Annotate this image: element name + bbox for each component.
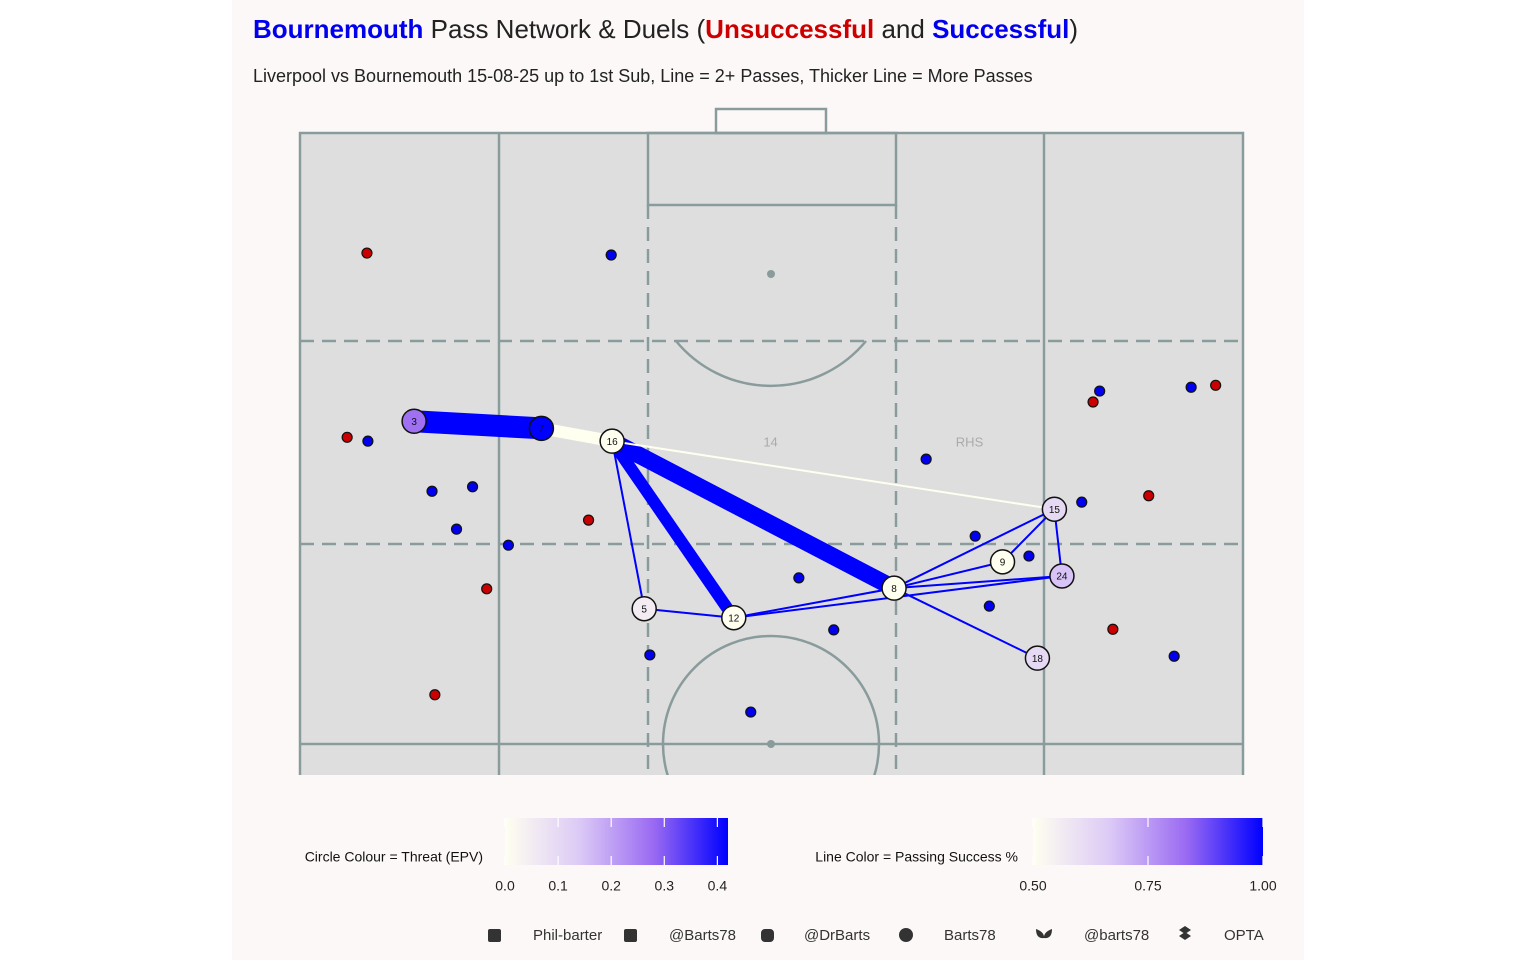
legend-title: Circle Colour = Threat (EPV) bbox=[305, 849, 483, 865]
duel-point bbox=[1094, 385, 1106, 397]
player-label: 5 bbox=[641, 604, 647, 615]
title-successful: Successful bbox=[932, 14, 1069, 44]
duel-point bbox=[582, 514, 595, 526]
player-node bbox=[1024, 645, 1051, 671]
title-unsuccessful: Unsuccessful bbox=[705, 14, 874, 44]
player-node bbox=[599, 428, 625, 454]
pass-line bbox=[894, 574, 1063, 590]
legend-tick-label: 0.2 bbox=[601, 878, 621, 894]
duel-point bbox=[983, 600, 995, 612]
player-node bbox=[528, 415, 555, 442]
player-label: 9 bbox=[1000, 557, 1006, 568]
legend-tick-label: 0.1 bbox=[548, 878, 568, 894]
player-label: 8 bbox=[891, 584, 897, 595]
player-label: 18 bbox=[1032, 654, 1044, 665]
legend-tick-label: 0.3 bbox=[655, 878, 675, 894]
pass-line bbox=[413, 410, 543, 440]
duel-point bbox=[969, 530, 981, 542]
duel-point bbox=[1107, 623, 1119, 635]
player-node bbox=[631, 595, 657, 622]
title-text: and bbox=[874, 14, 932, 44]
duel-point bbox=[429, 689, 441, 701]
pass-line bbox=[893, 587, 1038, 660]
duel-point bbox=[1023, 550, 1035, 562]
pass-line bbox=[611, 440, 1055, 511]
player-label: 7 bbox=[539, 424, 545, 435]
credit: OPTA bbox=[1224, 927, 1264, 944]
credit: @barts78 bbox=[1084, 927, 1149, 944]
credit: Barts78 bbox=[944, 927, 996, 944]
credit: Phil-barter bbox=[533, 927, 602, 944]
duel-point bbox=[361, 247, 373, 259]
title-team: Bournemouth bbox=[253, 14, 423, 44]
annotation: RHS bbox=[956, 435, 984, 450]
pass-line bbox=[893, 560, 1003, 590]
duel-point bbox=[605, 249, 617, 261]
duel-point bbox=[920, 453, 932, 465]
pitch bbox=[298, 107, 1245, 775]
duel-point bbox=[450, 523, 463, 535]
legend-tick-label: 0.0 bbox=[495, 878, 515, 894]
duel-point bbox=[426, 485, 438, 497]
player-node bbox=[1049, 563, 1075, 589]
color-bar bbox=[505, 818, 728, 865]
player-node bbox=[1041, 496, 1068, 522]
pass-line bbox=[607, 437, 739, 622]
duel-point bbox=[1210, 379, 1222, 391]
player-node bbox=[401, 408, 427, 435]
duel-point bbox=[1076, 496, 1088, 508]
legend-title: Line Color = Passing Success % bbox=[815, 849, 1018, 865]
player-label: 15 bbox=[1049, 505, 1061, 516]
pass-line bbox=[733, 587, 895, 619]
legend-tick-label: 0.50 bbox=[1019, 878, 1046, 894]
player-node bbox=[721, 604, 747, 631]
duel-point bbox=[341, 431, 353, 443]
pass-line bbox=[611, 440, 646, 609]
duel-point bbox=[1087, 396, 1099, 408]
duel-point bbox=[362, 435, 374, 447]
player-label: 16 bbox=[607, 437, 619, 448]
player-node bbox=[989, 549, 1016, 575]
title-text: Pass Network & Duels ( bbox=[423, 14, 705, 44]
title-text: ) bbox=[1069, 14, 1078, 44]
duel-point bbox=[502, 539, 515, 551]
player-label: 24 bbox=[1056, 572, 1068, 583]
legend-tick-label: 0.75 bbox=[1134, 878, 1161, 894]
subtitle: Liverpool vs Bournemouth 15-08-25 up to … bbox=[253, 66, 1033, 86]
credit-icons bbox=[488, 926, 1191, 942]
player-label: 12 bbox=[728, 613, 740, 624]
pass-line bbox=[644, 607, 734, 619]
player-label: 3 bbox=[411, 417, 417, 428]
pass-line bbox=[893, 508, 1055, 590]
credit: @Barts78 bbox=[669, 927, 736, 944]
player-node bbox=[881, 575, 907, 601]
duel-point bbox=[481, 583, 493, 595]
duel-point bbox=[1143, 490, 1155, 502]
legend-tick-label: 1.00 bbox=[1249, 878, 1276, 894]
duel-point bbox=[466, 481, 479, 493]
pass-line bbox=[608, 433, 899, 596]
duel-point bbox=[745, 706, 757, 718]
duel-point bbox=[1168, 650, 1180, 662]
duel-point bbox=[644, 649, 656, 661]
duel-point bbox=[1185, 381, 1197, 393]
annotation: 14 bbox=[763, 435, 777, 450]
legend-tick-label: 0.4 bbox=[708, 878, 728, 894]
credit: @DrBarts bbox=[804, 927, 870, 944]
duel-point bbox=[793, 572, 805, 584]
duel-point bbox=[828, 624, 840, 636]
chart-title: Bournemouth Pass Network & Duels (Unsucc… bbox=[253, 14, 1078, 44]
